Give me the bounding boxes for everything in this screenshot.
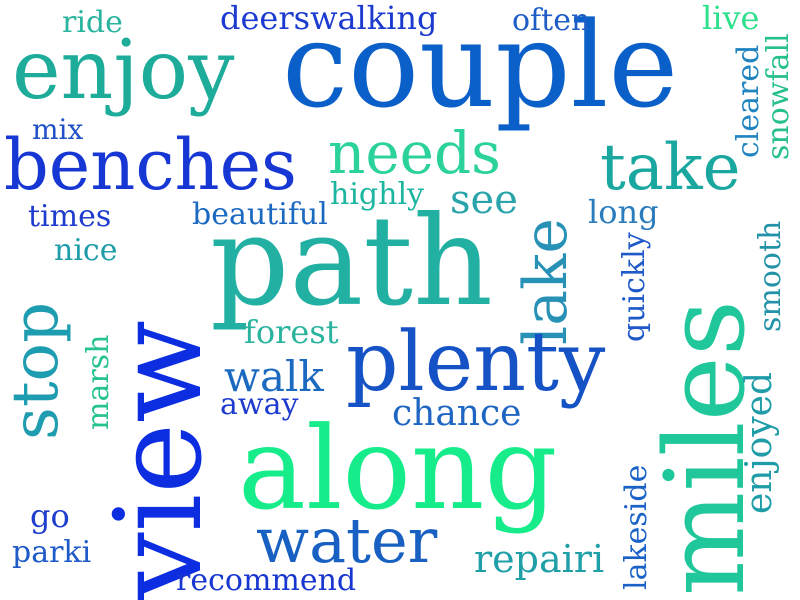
word-path: path [210,190,493,334]
word-enjoy: enjoy [12,23,235,118]
word-view: view [90,320,229,600]
word-beautiful: beautiful [192,197,328,232]
word-recommend: recommend [176,563,357,598]
word-times: times [28,199,112,234]
word-go: go [30,497,70,535]
word-snowfall: snowfall [761,33,796,160]
word-benches: benches [4,124,297,206]
word-take: take [600,131,741,205]
word-often: often [512,3,591,38]
word-away: away [220,387,299,422]
word-stop: stop [0,301,73,440]
word-live: live [702,0,760,37]
word-nice: nice [54,233,118,268]
word-marsh: marsh [81,334,116,430]
word-enjoyed: enjoyed [739,371,780,514]
word-highly: highly [330,177,424,212]
word-plenty: plenty [346,315,606,410]
word-lakeside: lakeside [619,464,654,590]
word-water: water [256,504,438,577]
word-forest: forest [244,313,339,351]
word-long: long [588,193,659,231]
word-parki: parki [12,535,92,570]
word-needs: needs [328,119,501,187]
word-cleared: cleared [731,44,766,158]
word-quickly: quickly [617,232,652,342]
word-mix: mix [32,113,84,146]
word-couple: couple [282,0,679,134]
word-along: along [238,402,558,535]
word-ride: ride [62,5,123,40]
word-deerswalking: deerswalking [220,0,438,37]
word-walk: walk [224,352,324,401]
word-chance: chance [392,393,522,434]
word-see: see [450,177,518,223]
word-repairi: repairi [474,537,605,581]
word-smooth: smooth [753,220,788,332]
